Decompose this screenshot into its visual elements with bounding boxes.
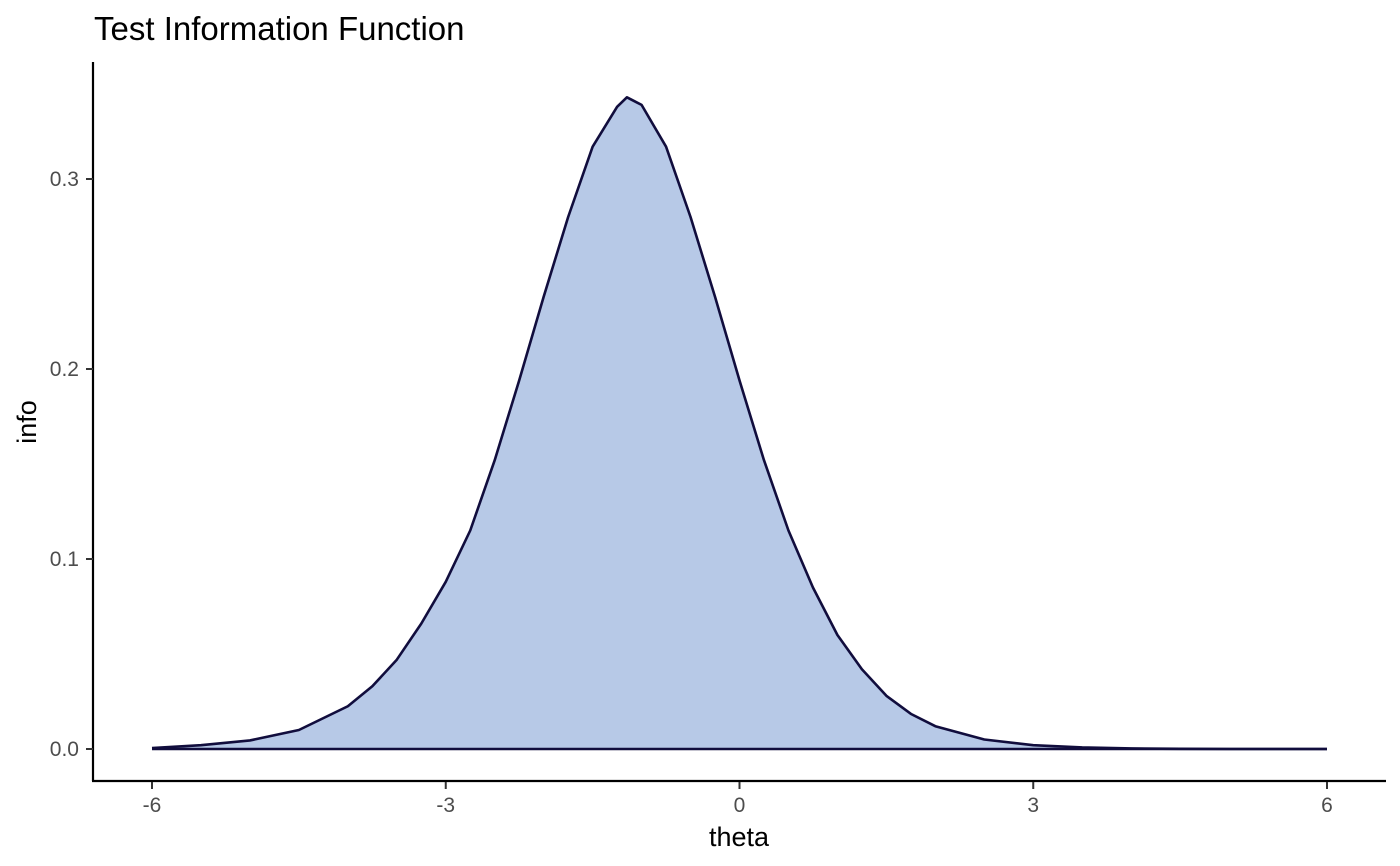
x-tick-label: 0: [734, 794, 746, 817]
y-tick-label: 0.2: [50, 358, 79, 381]
chart-title: Test Information Function: [94, 10, 465, 47]
info-curve-line: [151, 96, 1327, 751]
x-tick-label: -6: [143, 794, 162, 817]
y-axis-ticks: 0.0 0.1 0.2 0.3: [50, 168, 93, 761]
x-tick-label: 3: [1027, 794, 1039, 817]
y-axis-title: info: [12, 400, 42, 444]
x-tick-label: -3: [436, 794, 455, 817]
y-tick-label: 0.3: [50, 168, 79, 191]
plot-area: [151, 96, 1327, 751]
x-axis-title: theta: [709, 822, 770, 852]
y-tick-label: 0.0: [50, 738, 79, 761]
y-tick-label: 0.1: [50, 548, 79, 571]
x-tick-label: 6: [1321, 794, 1333, 817]
x-axis-ticks: -6 -3 0 3 6: [143, 782, 1333, 817]
info-area: [152, 97, 1327, 750]
